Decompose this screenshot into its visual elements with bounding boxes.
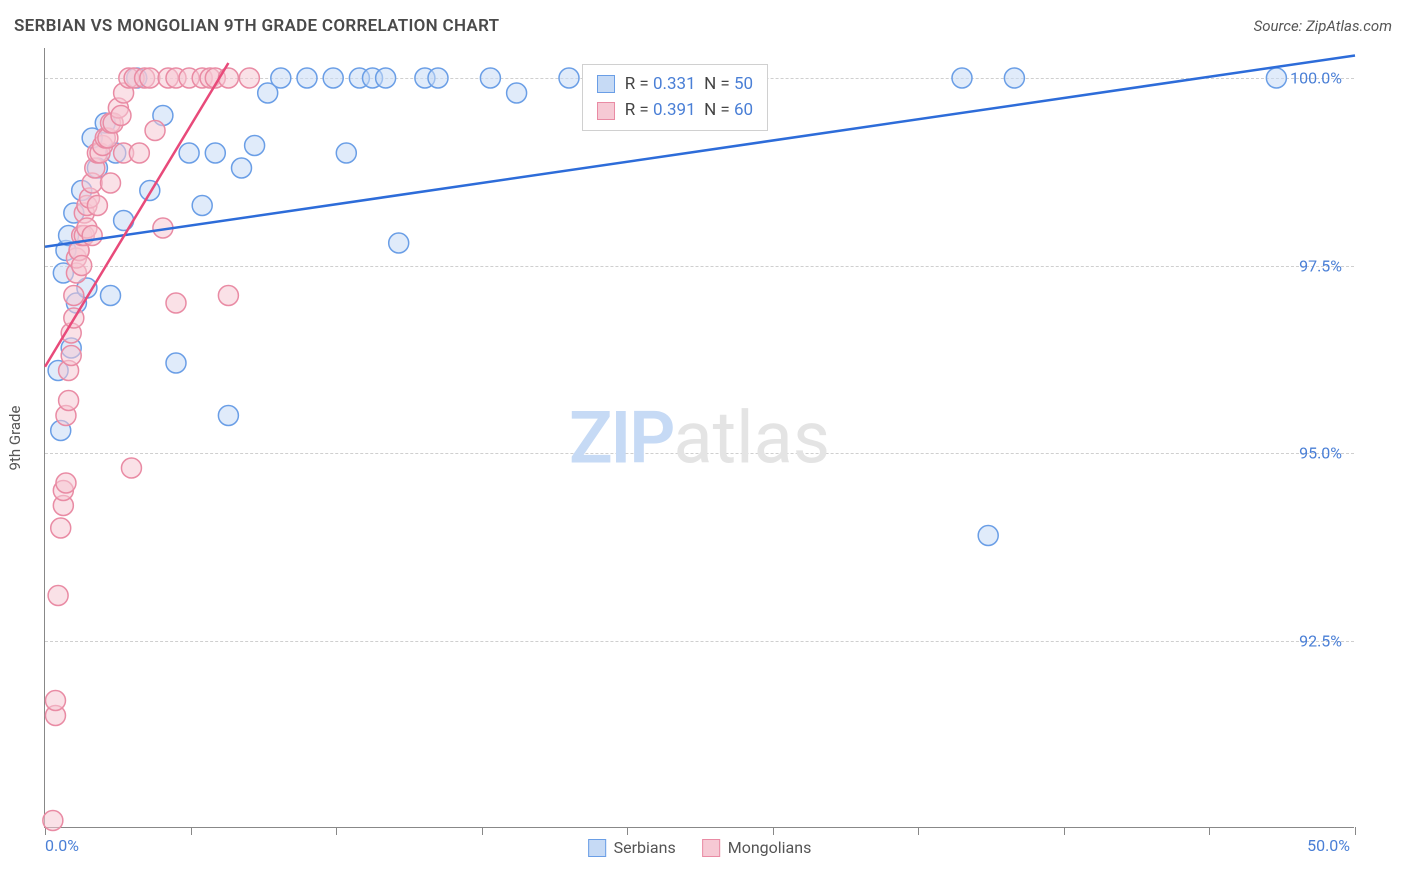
data-point	[121, 458, 141, 478]
legend-label: Serbians	[614, 838, 676, 857]
x-tick	[191, 827, 192, 835]
x-tick	[627, 827, 628, 835]
legend-stat-text: R = 0.331 N = 50	[625, 71, 753, 97]
data-point	[192, 196, 212, 216]
data-point	[218, 286, 238, 306]
data-point	[129, 143, 149, 163]
header: SERBIAN VS MONGOLIAN 9TH GRADE CORRELATI…	[14, 16, 1392, 36]
data-point	[48, 586, 68, 606]
x-tick	[1209, 827, 1210, 835]
data-point	[43, 811, 63, 831]
x-tick	[336, 827, 337, 835]
legend-stat-row: R = 0.331 N = 50	[597, 71, 753, 97]
legend-item: Serbians	[588, 838, 676, 857]
x-tick-label: 50.0%	[1307, 836, 1350, 855]
data-point	[59, 391, 79, 411]
data-point	[507, 83, 527, 103]
legend-stat-row: R = 0.391 N = 60	[597, 97, 753, 123]
data-point	[111, 106, 131, 126]
data-point	[101, 286, 121, 306]
legend-stat-text: R = 0.391 N = 60	[625, 97, 753, 123]
legend-swatch	[597, 102, 615, 120]
data-point	[114, 211, 134, 231]
plot-area: 9th Grade 92.5%95.0%97.5%100.0% 0.0%50.0…	[44, 48, 1354, 828]
data-point	[952, 68, 972, 88]
data-point	[271, 68, 291, 88]
data-point	[82, 226, 102, 246]
data-point	[179, 143, 199, 163]
data-point	[218, 406, 238, 426]
data-point	[297, 68, 317, 88]
data-point	[51, 518, 71, 538]
legend-series: Serbians Mongolians	[588, 838, 812, 857]
legend-swatch	[597, 75, 615, 93]
scatter-svg	[45, 48, 1354, 827]
data-point	[205, 143, 225, 163]
data-point	[166, 293, 186, 313]
data-point	[232, 158, 252, 178]
data-point	[428, 68, 448, 88]
x-tick-label: 0.0%	[45, 836, 79, 855]
data-point	[145, 121, 165, 141]
data-point	[56, 473, 76, 493]
x-tick	[482, 827, 483, 835]
chart-title: SERBIAN VS MONGOLIAN 9TH GRADE CORRELATI…	[14, 16, 499, 36]
x-tick	[1355, 827, 1356, 835]
data-point	[559, 68, 579, 88]
data-point	[64, 286, 84, 306]
data-point	[1266, 68, 1286, 88]
legend-swatch	[702, 839, 720, 857]
x-tick	[1064, 827, 1065, 835]
data-point	[140, 68, 160, 88]
data-point	[376, 68, 396, 88]
legend-correlation: R = 0.331 N = 50R = 0.391 N = 60	[582, 64, 768, 131]
data-point	[480, 68, 500, 88]
y-axis-label: 9th Grade	[6, 405, 24, 470]
data-point	[218, 68, 238, 88]
data-point	[166, 353, 186, 373]
x-tick	[918, 827, 919, 835]
data-point	[45, 691, 65, 711]
data-point	[978, 526, 998, 546]
data-point	[389, 233, 409, 253]
chart-source: Source: ZipAtlas.com	[1254, 17, 1392, 35]
x-tick	[773, 827, 774, 835]
data-point	[323, 68, 343, 88]
data-point	[72, 256, 92, 276]
data-point	[245, 136, 265, 156]
legend-swatch	[588, 839, 606, 857]
data-point	[87, 196, 107, 216]
legend-label: Mongolians	[728, 838, 812, 857]
data-point	[101, 173, 121, 193]
data-point	[61, 346, 81, 366]
legend-item: Mongolians	[702, 838, 812, 857]
data-point	[1004, 68, 1024, 88]
data-point	[336, 143, 356, 163]
data-point	[239, 68, 259, 88]
